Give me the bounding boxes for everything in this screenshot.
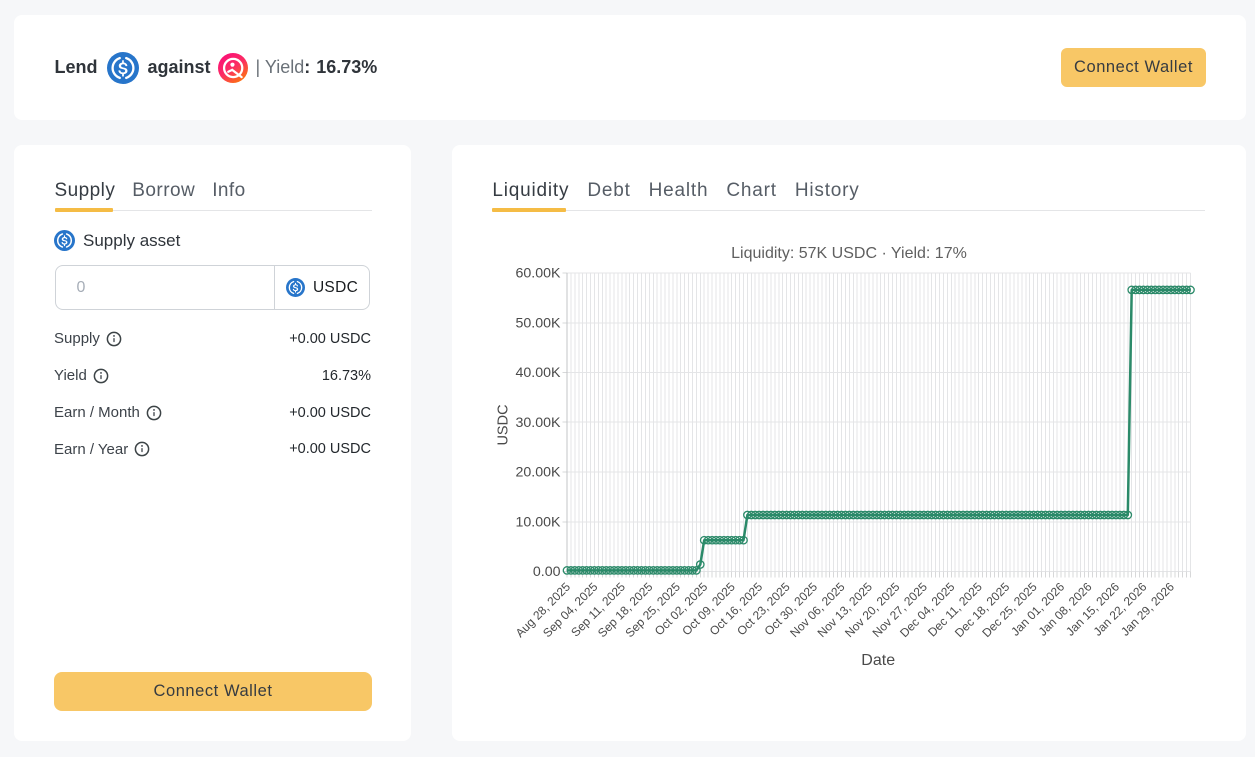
svg-text:Liquidity: 57K USDC · Yield: 1: Liquidity: 57K USDC · Yield: 17% [731, 245, 967, 262]
svg-text:30.00K: 30.00K [516, 415, 562, 431]
svg-text:40.00K: 40.00K [516, 365, 562, 381]
svg-text:20.00K: 20.00K [516, 465, 562, 481]
svg-text:USDC: USDC [496, 404, 512, 445]
svg-text:0.00: 0.00 [533, 564, 561, 580]
svg-text:10.00K: 10.00K [516, 514, 562, 530]
svg-text:50.00K: 50.00K [516, 315, 562, 331]
svg-text:Date: Date [861, 652, 895, 669]
svg-text:60.00K: 60.00K [516, 266, 562, 282]
